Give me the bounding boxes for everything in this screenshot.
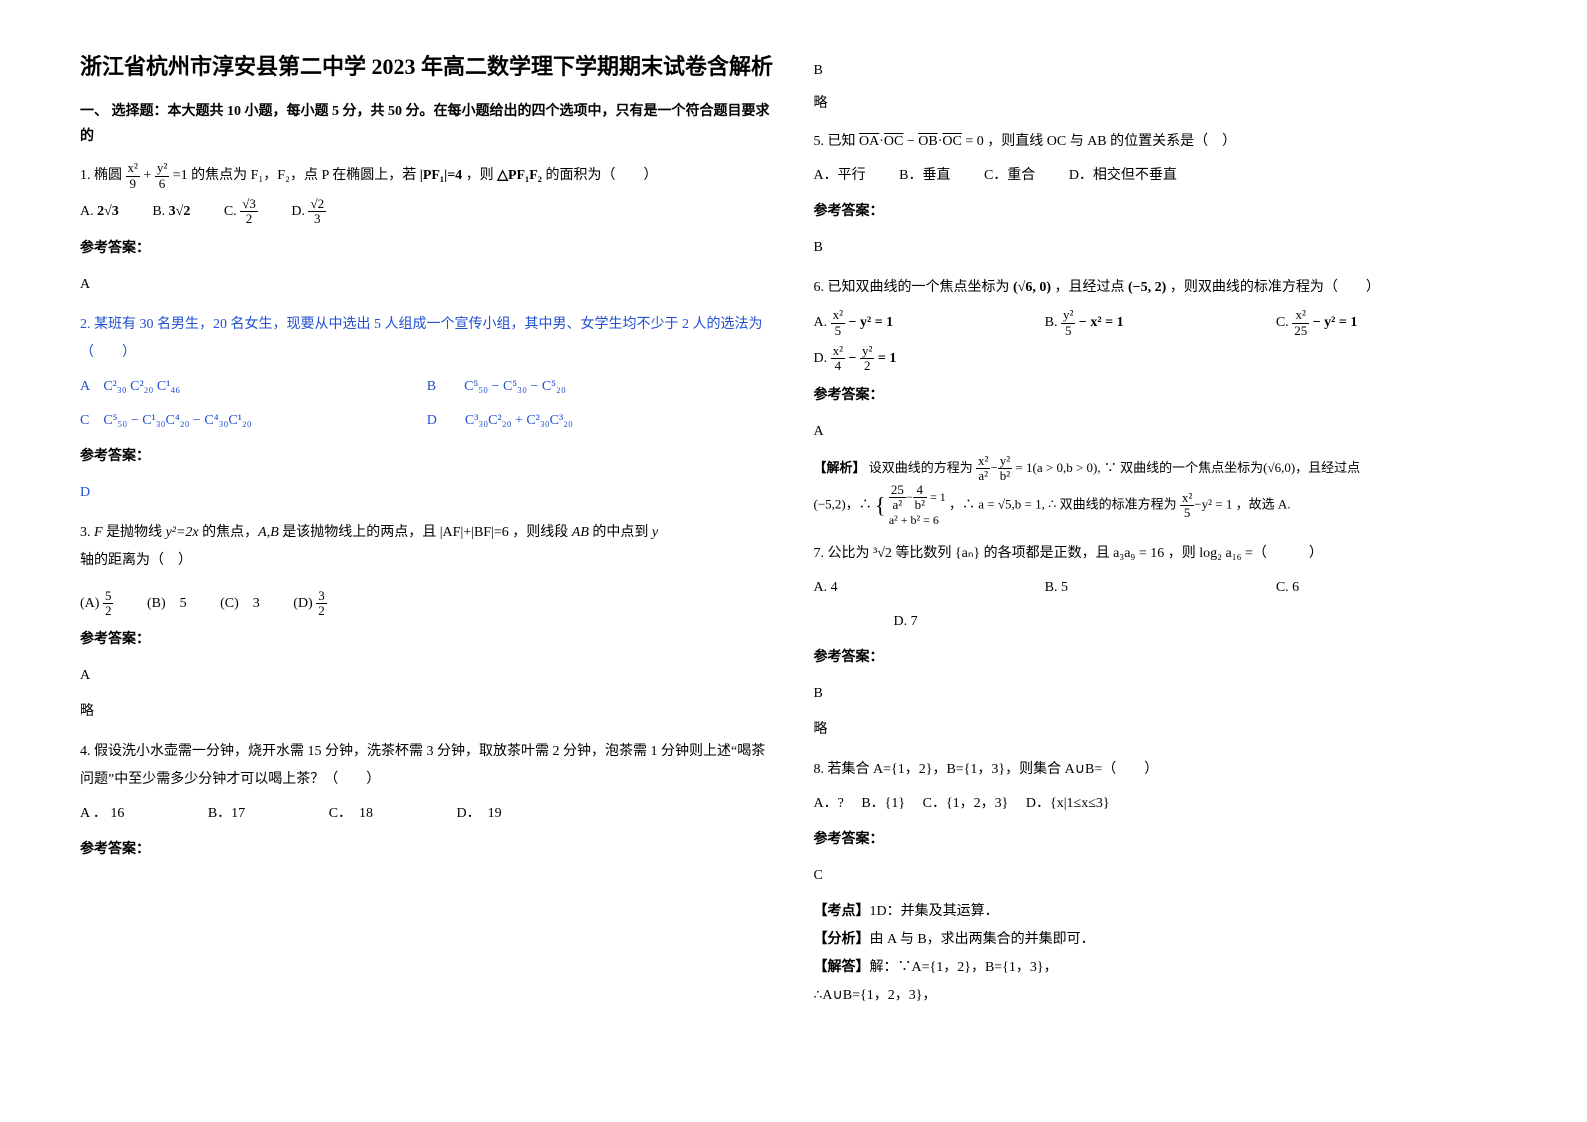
q8-stem: 8. 若集合 A={1，2}，B={1，3}，则集合 A∪B=（ ） [814,756,1508,784]
q8-opt-a: A．? [814,796,844,811]
q1-opt-a: A. 2√3 [80,198,119,226]
q7-brief: 略 [814,716,1508,744]
q5-opt-b: B．垂直 [899,162,950,190]
q6-options-row2: D. x²4 − y²2 = 1 [814,344,1508,374]
q1-opt-b: B. 3√2 [152,198,190,226]
q8-options: A．? B．{1} C．{1，2，3} D．{x|1≤x≤3} [814,790,1508,818]
q8-tag-solve: 【解答】解：∵A={1，2}，B={1，3}， [814,954,1508,982]
right-column: B 略 5. 已知 OA·OC − OB·OC = 0 ，则直线 OC 与 AB… [814,50,1508,1072]
q6-answer-label: 参考答案： [814,382,1508,410]
q2-answer-label: 参考答案： [80,443,774,471]
q2-opt-a: A C²₃₀ C²₂₀ C¹₄₆ [80,373,427,401]
q2-opt-d: D C³₃₀C²₂₀ + C²₃₀C³₂₀ [427,407,774,435]
q1-options: A. 2√3 B. 3√2 C. √32 D. √23 [80,197,774,227]
q7-answer: B [814,680,1508,708]
q4-opt-c: C． 18 [329,800,373,828]
q5-answer: B [814,234,1508,262]
q5-opt-c: C．重合 [984,162,1035,190]
brace-icon: { [875,493,886,518]
question-1: 1. 椭圆 x²9 + y²6 =1 的焦点为 F₁，F₂，点 P 在椭圆上，若… [80,161,774,298]
q7-options: A. 4 B. 5 C. 6 [814,574,1508,602]
question-7: 7. 公比为 ³√2 等比数列 {aₙ} 的各项都是正数，且 a₃a₉ = 16… [814,540,1508,744]
q3-opt-c: (C) 3 [220,590,260,618]
q7-opt-a: A. 4 [814,574,1045,602]
q1-opt-d: D. √23 [291,197,326,227]
q1-answer: A [80,271,774,299]
q2-opt-c: C C⁵₅₀ − C¹₃₀C⁴₂₀ − C⁴₃₀C¹₂₀ [80,407,427,435]
q6-opt-b: B. y²5 − x² = 1 [1045,308,1276,338]
q8-tag-topic: 【考点】1D：并集及其运算． [814,898,1508,926]
q3-opt-b: (B) 5 [147,590,187,618]
q8-solve-line2: ∴A∪B={1，2，3}， [814,982,1508,1010]
q6-options-row1: A. x²5 − y² = 1 B. y²5 − x² = 1 C. x²25 … [814,308,1508,338]
exam-title: 浙江省杭州市淳安县第二中学 2023 年高二数学理下学期期末试卷含解析 [80,50,774,83]
q4-options: A ． 16 B．17 C． 18 D． 19 [80,800,774,828]
question-2: 2. 某班有 30 名男生，20 名女生，现要从中选出 5 人组成一个宣传小组，… [80,311,774,507]
q5-opt-a: A．平行 [814,162,866,190]
q2-answer: D [80,479,774,507]
q6-opt-c: C. x²25 − y² = 1 [1276,308,1507,338]
q1-frac1: x²9 [126,161,140,191]
q5-options: A．平行 B．垂直 C．重合 D．相交但不垂直 [814,162,1508,190]
q3-answer-label: 参考答案： [80,626,774,654]
q7-opt-c: C. 6 [1276,574,1507,602]
question-4: 4. 假设洗小水壶需一分钟，烧开水需 15 分钟，洗茶杯需 3 分钟，取放茶叶需… [80,738,774,864]
q3-opt-a: (A) 52 [80,589,113,619]
question-3: 3. F 是抛物线 y²=2x 的焦点，A,B 是该抛物线上的两点，且 |AF|… [80,519,774,727]
q8-tag-analysis: 【分析】由 A 与 B，求出两集合的并集即可． [814,926,1508,954]
q1-answer-label: 参考答案： [80,235,774,263]
q4-opt-a: A ． 16 [80,800,124,828]
q4-brief: 略 [814,91,1508,116]
q7-opt-d: D. 7 [894,614,918,629]
q1-stem-pre: 1. 椭圆 [80,168,126,183]
q6-opt-d: D. x²4 − y²2 = 1 [814,351,897,366]
q7-answer-label: 参考答案： [814,644,1508,672]
q3-opt-d: (D) 32 [293,589,326,619]
q6-answer: A [814,418,1508,446]
left-column: 浙江省杭州市淳安县第二中学 2023 年高二数学理下学期期末试卷含解析 一、 选… [80,50,774,1072]
q6-solution: 【解析】 设双曲线的方程为 x²a²−y²b² = 1(a > 0,b > 0)… [814,454,1508,529]
q8-answer-label: 参考答案： [814,826,1508,854]
q4-answer: B [814,58,1508,83]
q6-opt-a: A. x²5 − y² = 1 [814,308,1045,338]
q4-opt-d: D． 19 [457,800,502,828]
q7-opt-b: B. 5 [1045,574,1276,602]
q4-answer-label: 参考答案： [80,836,774,864]
q4-stem: 4. 假设洗小水壶需一分钟，烧开水需 15 分钟，洗茶杯需 3 分钟，取放茶叶需… [80,738,774,794]
q3-answer: A [80,662,774,690]
q3-options: (A) 52 (B) 5 (C) 3 (D) 32 [80,589,774,619]
q1-frac2: y²6 [155,161,169,191]
q3-brief: 略 [80,698,774,726]
question-8: 8. 若集合 A={1，2}，B={1，3}，则集合 A∪B=（ ） A．? B… [814,756,1508,1010]
question-5: 5. 已知 OA·OC − OB·OC = 0 ，则直线 OC 与 AB 的位置… [814,128,1508,262]
q4-opt-b: B．17 [208,800,245,828]
q2-opt-b: B C⁵₅₀ − C⁵₃₀ − C⁵₂₀ [427,373,774,401]
q2-options: A C²₃₀ C²₂₀ C¹₄₆ B C⁵₅₀ − C⁵₃₀ − C⁵₂₀ [80,373,774,401]
section-1-header: 一、 选择题：本大题共 10 小题，每小题 5 分，共 50 分。在每小题给出的… [80,99,774,149]
question-6: 6. 已知双曲线的一个焦点坐标为 (√6, 0) ，且经过点 (−5, 2) ，… [814,274,1508,528]
q8-opt-d: D．{x|1≤x≤3} [1026,796,1110,811]
q5-answer-label: 参考答案： [814,198,1508,226]
q8-answer: C [814,862,1508,890]
q1-opt-c: C. √32 [224,197,258,227]
q8-opt-b: B．{1} [861,796,905,811]
q8-opt-c: C．{1，2，3} [923,796,1009,811]
q5-opt-d: D．相交但不垂直 [1069,162,1177,190]
